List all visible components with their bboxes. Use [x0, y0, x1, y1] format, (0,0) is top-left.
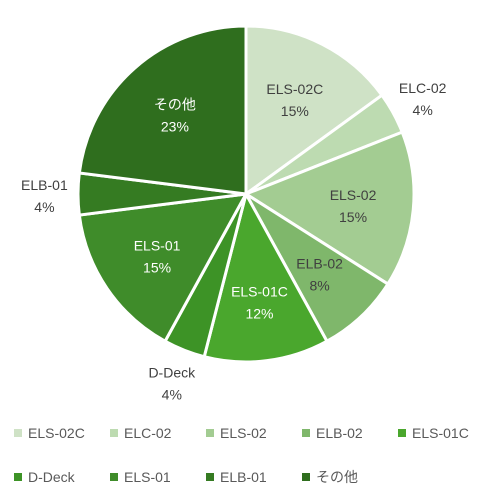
- legend-entry-label: ELB-01: [220, 469, 267, 485]
- legend-swatch-D-Deck: [14, 473, 22, 481]
- slice-label-name: ELS-01C: [231, 284, 288, 300]
- legend-swatch-ELS-01: [110, 473, 118, 481]
- slice-label-name: ELS-02: [330, 187, 377, 203]
- legend-swatch-ELB-02: [302, 429, 310, 437]
- pie-slice-ELS-01C: [202, 189, 329, 364]
- legend-swatch-ELB-01: [206, 473, 214, 481]
- legend-entry-label: ELS-01: [124, 469, 171, 485]
- legend-entry-label: ELS-02: [220, 425, 267, 441]
- slice-label-name: ELB-01: [21, 177, 68, 193]
- slice-label-name: ELB-02: [296, 255, 343, 271]
- slice-label-percent: 12%: [245, 306, 273, 322]
- legend-entry-label: ELS-01C: [412, 425, 469, 441]
- pie-slices: [76, 24, 416, 364]
- slice-label-name: その他: [154, 96, 196, 112]
- pie-data-labels: ELS-02C 15% ELC-02 4% ELS-02 15% ELB-02 8% ELS-0…: [21, 80, 447, 403]
- slice-label-percent: 8%: [309, 277, 329, 293]
- legend-entry-label: ELS-02C: [28, 425, 85, 441]
- slice-label-percent: 15%: [339, 209, 367, 225]
- slice-label-percent: 15%: [143, 259, 171, 275]
- pie-slice-その他: [77, 24, 248, 196]
- slice-label-percent: 4%: [162, 386, 182, 402]
- slice-label-percent: 15%: [281, 103, 309, 119]
- legend-swatch-ELS-02: [206, 429, 214, 437]
- slice-label-percent: 4%: [34, 199, 54, 215]
- legend-swatch-ELS-02C: [14, 429, 22, 437]
- slice-label-name: ELS-01: [134, 237, 181, 253]
- legend-swatch-ELC-02: [110, 429, 118, 437]
- slice-label-name: D-Deck: [148, 364, 196, 380]
- legend-entry-label: ELB-02: [316, 425, 363, 441]
- slice-label-percent: 4%: [413, 102, 433, 118]
- legend-swatch-その他: [302, 473, 310, 481]
- pie-slice-ELS-01: [77, 192, 249, 344]
- slice-label-name: ELS-02C: [266, 81, 323, 97]
- slice-label-percent: 23%: [161, 118, 189, 134]
- legend-entry-label: D-Deck: [28, 469, 76, 485]
- slice-label-name: ELC-02: [399, 80, 447, 96]
- legend-entry-label: ELC-02: [124, 425, 172, 441]
- legend-swatch-ELS-01C: [398, 429, 406, 437]
- legend-entry-label: その他: [316, 469, 358, 485]
- legend: ELS-02C ELC-02 ELS-02 ELB-02 ELS-01C D-Deck EL…: [14, 425, 469, 485]
- pie-slice-ELS-02: [242, 130, 416, 287]
- pie-slice-ELS-02C: [244, 24, 385, 197]
